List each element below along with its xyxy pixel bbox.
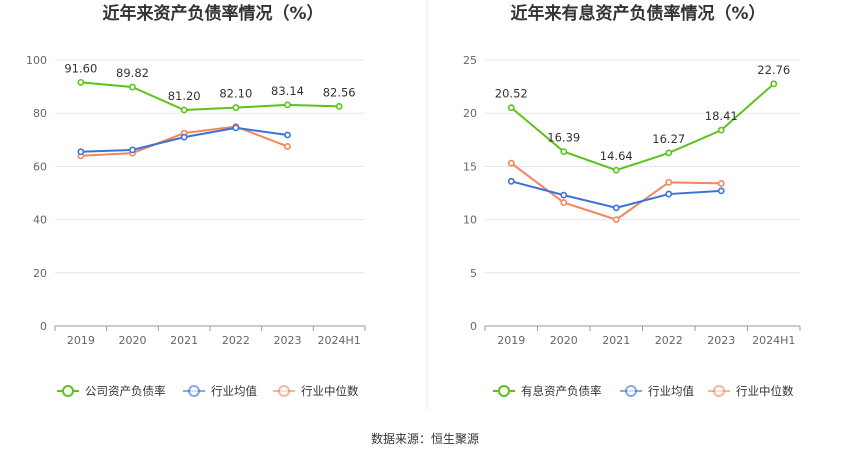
data-label: 83.14 [271,84,304,98]
legend-label: 行业中位数 [736,384,794,398]
data-point-main [335,102,343,110]
data-point-main [129,83,136,91]
legend-label: 有息资产负债率 [521,384,602,398]
data-label: 81.20 [168,89,201,103]
y-tick-label: 15 [463,160,477,173]
data-label: 22.76 [757,63,790,77]
data-point-median [665,178,673,186]
data-point-avg [129,146,136,154]
chart-title: 近年来资产负债率情况（%） [102,3,323,24]
series-line-main [80,81,340,112]
series-line-avg [510,180,722,209]
data-label: 82.10 [219,87,252,101]
x-tick-label: 2023 [707,334,735,347]
legend-label: 行业均值 [648,384,694,398]
data-label: 20.52 [495,87,528,101]
data-label: 91.60 [64,61,97,75]
legend-marker [62,385,74,397]
legend-marker [498,385,510,397]
data-point-avg [180,133,188,141]
legend-main[interactable]: 公司资产负债率 [57,384,166,398]
y-tick-label: 5 [470,267,477,280]
legend-label: 行业中位数 [301,384,359,398]
data-point-avg [77,148,85,156]
legend-main[interactable]: 有息资产负债率 [493,384,602,398]
data-point-avg [507,177,515,185]
x-tick-label: 2024H1 [318,334,361,347]
legend-avg[interactable]: 行业均值 [183,384,257,398]
data-point-avg [232,124,240,132]
data-point-main [717,126,725,134]
legend-label: 公司资产负债率 [85,384,166,398]
legend-avg[interactable]: 行业均值 [620,384,694,398]
data-point-main [507,104,515,112]
x-tick-label: 2019 [497,334,525,347]
data-point-main [180,106,188,114]
data-point-median [560,199,568,206]
data-label: 14.64 [600,149,633,163]
data-label: 16.27 [652,132,685,146]
data-point-main [612,166,620,174]
data-point-median [507,159,515,167]
x-tick-label: 2020 [550,334,578,347]
x-tick-label: 2021 [170,334,198,347]
source-note: 数据来源：恒生聚源 [371,431,479,446]
interest-debt-ratio-chart: 近年来有息资产负债率情况（%） 0 5 10 15 20 25 2019 2020 2021 202… [463,3,801,398]
y-tick-label: 100 [26,54,47,67]
data-point-avg [665,190,673,198]
data-label: 18.41 [705,109,738,123]
y-tick-label: 20 [33,267,47,280]
data-label: 16.39 [547,131,580,145]
y-tick-label: 25 [463,54,477,67]
y-tick-label: 80 [33,107,47,120]
data-point-main [232,104,240,112]
data-point-avg [284,131,291,139]
x-tick-label: 2023 [274,334,302,347]
x-tick-label: 2020 [119,334,147,347]
legend-marker [188,385,200,397]
data-point-avg [560,191,568,199]
y-tick-label: 40 [33,214,47,227]
data-label: 89.82 [116,66,149,80]
data-point-main [770,80,778,88]
legend-median[interactable]: 行业中位数 [273,384,359,398]
data-point-avg [717,187,725,195]
series-line-main [510,83,775,172]
legend-median[interactable]: 行业中位数 [708,384,794,398]
y-tick-label: 60 [33,160,47,173]
legend-marker [278,385,290,397]
data-label: 82.56 [323,85,356,99]
legend-marker [625,385,637,397]
debt-ratio-chart: 近年来资产负债率情况（%） 0 20 40 60 80 100 2019 2020 2021 202… [26,3,366,398]
data-point-median [717,180,725,187]
data-point-avg [612,204,620,212]
x-tick-label: 2021 [602,334,630,347]
legend-label: 行业均值 [211,384,257,398]
y-tick-label: 0 [40,320,47,333]
y-tick-label: 10 [463,214,477,227]
data-point-main [77,78,85,86]
legend-marker [713,385,725,397]
data-point-median [612,216,620,223]
chart-title: 近年来有息资产负债率情况（%） [510,3,765,24]
x-tick-label: 2024H1 [752,334,795,347]
x-tick-label: 2022 [222,334,250,347]
data-point-main [560,148,568,156]
y-tick-label: 0 [470,320,477,333]
x-tick-label: 2022 [655,334,683,347]
data-point-median [284,143,291,150]
data-point-main [284,101,291,109]
data-point-main [665,149,673,157]
y-tick-label: 20 [463,107,477,120]
x-tick-label: 2019 [67,334,95,347]
